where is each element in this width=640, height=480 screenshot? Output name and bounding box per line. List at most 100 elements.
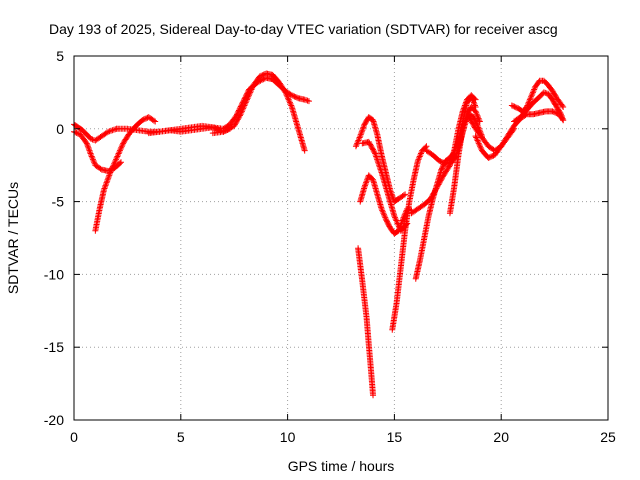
data-point (223, 127, 230, 134)
series-track-8 (355, 245, 377, 399)
data-point (249, 85, 256, 92)
data-point (103, 129, 110, 136)
data-point (436, 178, 443, 185)
data-point (529, 90, 536, 97)
data-point (477, 143, 484, 150)
data-point (470, 121, 477, 128)
data-point (508, 102, 515, 109)
data-point (245, 93, 252, 100)
data-point (460, 106, 467, 113)
data-point (560, 103, 567, 110)
data-point (242, 99, 249, 106)
axis-ticks: 0 5 10 15 20 25 5 0 -5 -10 -15 -20 (44, 48, 616, 445)
data-point (512, 104, 519, 111)
data-point (427, 195, 434, 202)
data-point (466, 115, 473, 122)
data-point (473, 109, 480, 116)
data-point (362, 182, 369, 189)
data-point (240, 105, 247, 112)
data-point (394, 220, 401, 227)
data-point (559, 114, 566, 121)
data-point (393, 218, 400, 225)
data-point (476, 117, 483, 124)
data-point (476, 141, 483, 148)
data-point (247, 87, 254, 94)
data-point (259, 72, 266, 79)
data-point (285, 96, 292, 103)
data-point (356, 134, 363, 141)
data-point (116, 147, 123, 154)
data-point (141, 115, 148, 122)
data-point (117, 146, 124, 153)
data-point (472, 133, 479, 140)
data-point (256, 73, 263, 80)
data-point (431, 189, 438, 196)
data-point (417, 150, 424, 157)
data-point (82, 139, 89, 146)
y-tick-label: -10 (44, 266, 64, 282)
data-point (239, 106, 246, 113)
data-point (392, 214, 399, 221)
x-tick-label: 15 (387, 429, 403, 445)
data-point (85, 146, 92, 153)
data-point (281, 88, 288, 95)
grid-lines (74, 56, 608, 420)
data-point (245, 92, 252, 99)
data-point (461, 103, 468, 110)
data-point (115, 152, 122, 159)
series-track-7 (352, 114, 409, 205)
data-point (115, 150, 122, 157)
data-point (435, 181, 442, 188)
data-point (284, 93, 291, 100)
data-point (354, 138, 361, 145)
data-point (97, 165, 104, 172)
data-point (471, 123, 478, 130)
data-point (440, 159, 447, 166)
data-point (558, 112, 565, 119)
data-point (116, 160, 123, 167)
data-point (475, 114, 482, 121)
data-point (474, 112, 481, 119)
data-point (87, 150, 94, 157)
data-point (89, 156, 96, 163)
data-point (531, 85, 538, 92)
data-point (438, 158, 445, 165)
data-point (416, 154, 423, 161)
data-point (395, 223, 402, 230)
data-point (371, 149, 378, 156)
data-point (366, 140, 373, 147)
data-point (363, 178, 370, 185)
data-point (356, 135, 363, 142)
data-point (88, 153, 95, 160)
data-point (476, 118, 483, 125)
data-point (511, 125, 518, 132)
data-point (111, 159, 118, 166)
data-point (437, 177, 444, 184)
data-point (117, 159, 124, 166)
data-point (433, 185, 440, 192)
data-point (118, 144, 125, 151)
data-point (382, 214, 389, 221)
x-tick-label: 5 (177, 429, 185, 445)
data-point (392, 216, 399, 223)
data-point (221, 127, 228, 134)
data-point (364, 176, 371, 183)
data-point (352, 143, 359, 150)
data-point (486, 154, 493, 161)
data-point (431, 187, 438, 194)
data-point (283, 92, 290, 99)
data-point (290, 92, 297, 99)
data-point (107, 168, 114, 175)
data-point (550, 108, 557, 115)
data-point (416, 153, 423, 160)
data-point (241, 102, 248, 109)
data-point (260, 71, 267, 78)
data-point (108, 166, 115, 173)
x-tick-label: 25 (600, 429, 616, 445)
data-point (105, 173, 112, 180)
data-point (472, 108, 479, 115)
data-point (72, 129, 79, 136)
data-point (118, 143, 125, 150)
data-point (395, 221, 402, 228)
